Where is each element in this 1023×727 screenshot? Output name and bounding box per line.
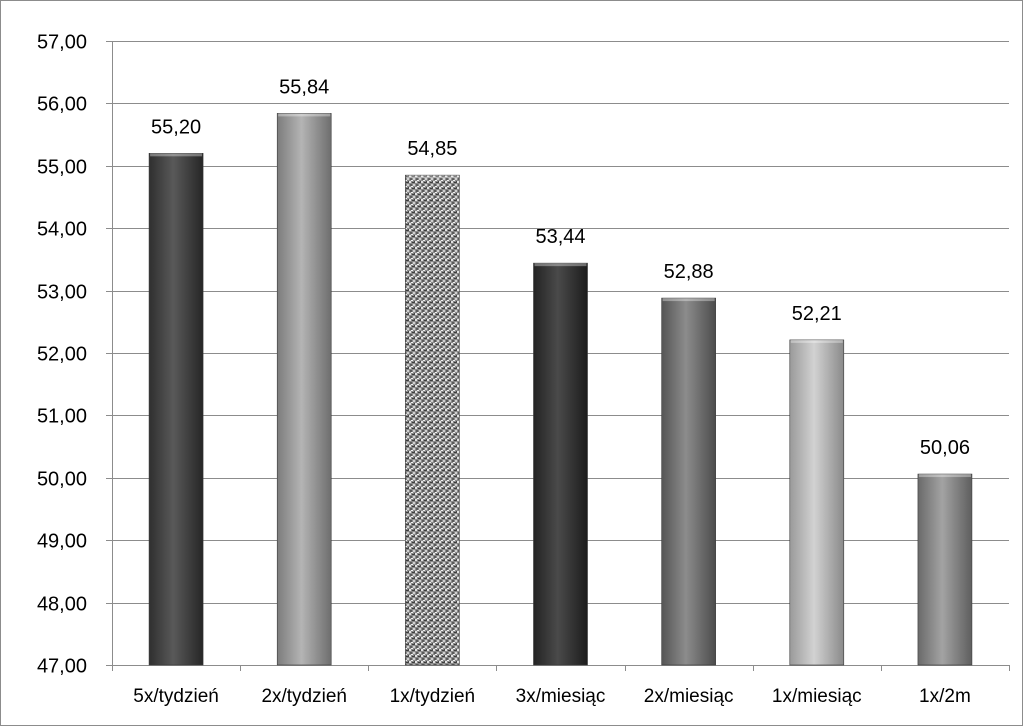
x-tick-label: 3x/miesiąc	[516, 686, 606, 707]
axes	[106, 41, 1010, 671]
data-label: 52,88	[664, 261, 714, 283]
x-tick-label: 2x/miesiąc	[644, 686, 734, 707]
y-tick-label: 50,00	[37, 469, 87, 491]
bar-top-highlight	[790, 339, 843, 343]
bar	[661, 297, 716, 666]
bar	[405, 174, 460, 666]
bar	[276, 113, 332, 666]
y-tick-label: 49,00	[37, 531, 87, 553]
x-tick-label: 1x/miesiąc	[772, 686, 862, 707]
x-tick-label: 2x/tydzień	[261, 686, 347, 707]
y-tick-label: 48,00	[37, 594, 87, 616]
bar	[148, 153, 204, 666]
bars	[148, 113, 973, 666]
x-tick-label: 5x/tydzień	[133, 686, 219, 707]
y-tick-label: 55,00	[37, 157, 87, 179]
data-label: 50,06	[920, 437, 970, 459]
data-labels: 55,20 55,84 54,85 53,44 52,88 52,21 50,06	[151, 76, 970, 459]
bar	[789, 339, 845, 666]
y-tick-label: 51,00	[37, 406, 87, 428]
bar	[917, 473, 973, 666]
y-tick-label: 56,00	[37, 94, 87, 116]
y-tick-label: 53,00	[37, 282, 87, 304]
y-tick-label: 47,00	[37, 656, 87, 678]
data-label: 54,85	[407, 138, 457, 160]
x-tick-label: 1x/tydzień	[390, 686, 476, 707]
y-tick-label: 57,00	[37, 32, 87, 54]
bar-top-highlight	[406, 175, 459, 179]
y-tick-label: 54,00	[37, 219, 87, 241]
bar-top-highlight	[662, 298, 715, 302]
x-tick-labels: 5x/tydzień 2x/tydzień 1x/tydzień 3x/miesiąc…	[133, 686, 971, 707]
bar-top-highlight	[918, 474, 971, 478]
data-label: 55,20	[151, 116, 201, 138]
x-tick-label: 1x/2m	[919, 686, 971, 707]
bar-top-highlight	[150, 153, 203, 157]
data-label: 55,84	[279, 76, 329, 98]
data-label: 53,44	[535, 226, 585, 248]
bar	[533, 262, 588, 666]
data-label: 52,21	[792, 303, 842, 325]
y-tick-labels: 47,00 48,00 49,00 50,00 51,00 52,00 53,00 54,00…	[37, 32, 87, 678]
bar-top-highlight	[534, 263, 587, 267]
y-tick-label: 52,00	[37, 344, 87, 366]
bar-top-highlight	[278, 113, 331, 117]
